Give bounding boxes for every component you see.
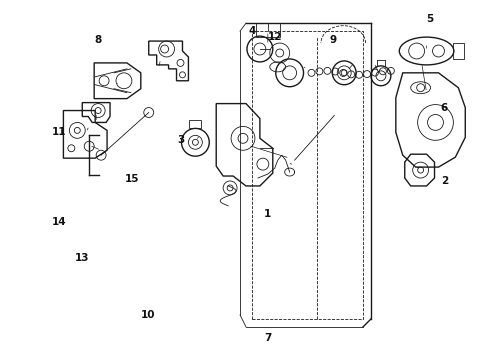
Text: 12: 12 (267, 32, 281, 42)
Text: 3: 3 (177, 135, 183, 145)
Text: 5: 5 (426, 14, 432, 23)
Text: 8: 8 (94, 35, 102, 45)
Text: 15: 15 (124, 174, 139, 184)
Text: 6: 6 (440, 103, 447, 113)
Text: 13: 13 (75, 253, 89, 263)
Bar (251, 31, 362, 319)
Text: 10: 10 (141, 310, 155, 320)
Text: 2: 2 (440, 176, 447, 186)
Bar (255, 23, 279, 37)
Text: 1: 1 (264, 209, 271, 219)
Text: 4: 4 (247, 26, 255, 36)
Text: 14: 14 (52, 217, 66, 227)
Text: 9: 9 (328, 35, 336, 45)
Text: 11: 11 (52, 127, 66, 137)
Text: 7: 7 (264, 333, 271, 343)
